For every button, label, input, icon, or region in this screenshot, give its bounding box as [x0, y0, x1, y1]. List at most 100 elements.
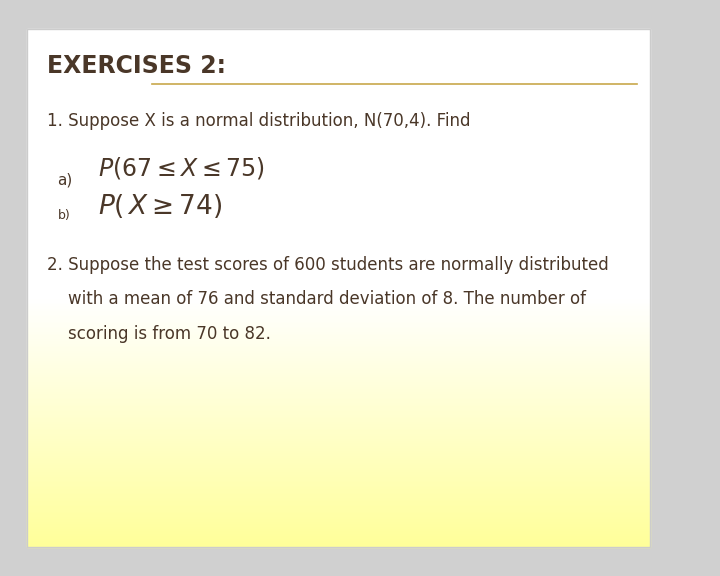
Bar — [27, 348, 650, 350]
Bar — [27, 395, 650, 397]
Bar — [27, 459, 650, 461]
Text: EXERCISES 2:: EXERCISES 2: — [48, 54, 226, 78]
Bar — [27, 366, 650, 367]
Bar — [27, 352, 650, 354]
Bar — [27, 329, 650, 331]
Bar — [27, 357, 650, 359]
Bar — [27, 81, 650, 82]
Bar — [27, 338, 650, 340]
Bar — [27, 297, 650, 298]
Bar — [27, 495, 650, 497]
Bar — [27, 55, 650, 56]
Bar — [27, 386, 650, 388]
Bar — [27, 243, 650, 245]
Bar — [27, 176, 650, 177]
Bar — [27, 148, 650, 150]
Bar — [27, 295, 650, 297]
Bar — [27, 400, 650, 402]
Bar — [27, 226, 650, 228]
Bar — [27, 274, 650, 276]
Text: 2. Suppose the test scores of 600 students are normally distributed: 2. Suppose the test scores of 600 studen… — [48, 256, 609, 274]
Bar — [27, 132, 650, 134]
Bar — [27, 450, 650, 452]
Bar — [27, 364, 650, 366]
Bar — [27, 70, 650, 72]
Bar — [27, 77, 650, 79]
Bar — [27, 345, 650, 347]
Bar — [27, 72, 650, 74]
Bar — [27, 172, 650, 174]
Bar — [27, 183, 650, 184]
Bar — [27, 107, 650, 108]
Text: with a mean of 76 and standard deviation of 8. The number of: with a mean of 76 and standard deviation… — [68, 290, 585, 308]
Bar — [27, 241, 650, 243]
Bar — [27, 96, 650, 98]
Bar — [27, 105, 650, 107]
Bar — [27, 231, 650, 233]
Bar — [27, 328, 650, 329]
Bar — [27, 36, 650, 37]
Bar — [27, 162, 650, 164]
Bar — [27, 409, 650, 411]
Bar — [27, 44, 650, 46]
Bar — [27, 461, 650, 463]
Bar — [27, 67, 650, 69]
Bar — [27, 361, 650, 362]
Bar — [27, 442, 650, 444]
Bar — [27, 195, 650, 196]
Bar — [27, 247, 650, 248]
Bar — [27, 205, 650, 207]
Bar — [27, 520, 650, 521]
Bar — [27, 319, 650, 321]
Bar — [27, 530, 650, 532]
Bar — [27, 490, 650, 492]
Bar — [27, 376, 650, 378]
Bar — [27, 290, 650, 291]
Bar — [27, 323, 650, 324]
Bar — [27, 190, 650, 191]
Bar — [27, 499, 650, 501]
Bar — [27, 228, 650, 229]
Bar — [27, 511, 650, 513]
Bar — [27, 342, 650, 343]
Bar — [27, 160, 650, 162]
Bar — [27, 355, 650, 357]
Bar — [27, 390, 650, 392]
Bar — [27, 369, 650, 371]
Bar — [27, 447, 650, 449]
Bar — [27, 411, 650, 412]
Bar — [27, 43, 650, 44]
Bar — [27, 378, 650, 380]
Bar — [27, 516, 650, 518]
Bar — [27, 335, 650, 336]
Bar — [27, 86, 650, 88]
Bar — [27, 418, 650, 419]
Bar — [27, 402, 650, 404]
Bar — [27, 34, 650, 36]
Bar — [27, 267, 650, 269]
Bar — [27, 412, 650, 414]
Bar — [27, 293, 650, 295]
Bar — [27, 374, 650, 376]
Bar — [27, 233, 650, 234]
Bar — [27, 521, 650, 523]
Bar — [27, 51, 650, 53]
Bar — [27, 336, 650, 338]
Bar — [27, 340, 650, 342]
Bar — [27, 471, 650, 473]
Bar — [27, 264, 650, 266]
Bar — [27, 93, 650, 94]
Bar — [27, 167, 650, 169]
Bar — [27, 359, 650, 361]
Bar — [27, 89, 650, 91]
Bar — [27, 539, 650, 540]
Bar — [27, 492, 650, 494]
Bar — [27, 32, 650, 34]
Bar — [27, 298, 650, 300]
Bar — [27, 523, 650, 525]
Bar — [27, 143, 650, 145]
Bar — [27, 286, 650, 288]
Bar — [27, 29, 650, 31]
Bar — [27, 248, 650, 250]
Bar — [27, 525, 650, 526]
